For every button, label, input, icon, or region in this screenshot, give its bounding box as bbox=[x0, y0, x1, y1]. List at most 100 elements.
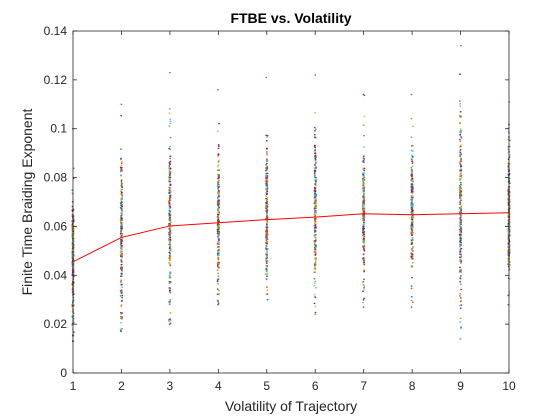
scatter-point bbox=[169, 146, 171, 148]
scatter-point bbox=[460, 164, 462, 167]
scatter-point bbox=[120, 182, 123, 184]
scatter-point bbox=[314, 220, 317, 223]
scatter-point bbox=[169, 245, 172, 247]
scatter-point bbox=[72, 321, 75, 323]
scatter-point bbox=[315, 162, 317, 164]
scatter-point bbox=[411, 265, 414, 267]
scatter-point bbox=[217, 237, 220, 239]
scatter-point bbox=[315, 176, 317, 179]
chart-title: FTBE vs. Volatility bbox=[230, 10, 351, 26]
x-tick-label: 3 bbox=[167, 379, 174, 393]
scatter-point bbox=[71, 235, 74, 237]
scatter-point bbox=[410, 166, 413, 169]
scatter-point bbox=[216, 265, 219, 268]
scatter-point bbox=[314, 241, 316, 244]
scatter-point bbox=[266, 167, 269, 169]
scatter-point bbox=[314, 204, 317, 207]
scatter-point bbox=[266, 185, 268, 187]
scatter-point bbox=[168, 186, 171, 189]
scatter-point bbox=[265, 202, 268, 205]
scatter-point bbox=[459, 150, 461, 152]
scatter-point bbox=[265, 253, 268, 256]
scatter-point bbox=[217, 201, 219, 204]
scatter-point bbox=[72, 248, 75, 250]
scatter-point bbox=[362, 297, 365, 299]
scatter-point bbox=[363, 94, 366, 97]
scatter-point bbox=[266, 233, 269, 236]
scatter-point bbox=[460, 228, 463, 231]
scatter-point bbox=[266, 208, 268, 210]
scatter-point bbox=[218, 179, 220, 181]
scatter-point bbox=[314, 190, 317, 193]
scatter-point bbox=[72, 167, 75, 169]
scatter-point bbox=[362, 232, 365, 234]
scatter-point bbox=[71, 205, 74, 208]
scatter-point bbox=[169, 318, 171, 320]
scatter-point bbox=[217, 266, 220, 269]
scatter-point bbox=[217, 218, 219, 221]
scatter-point bbox=[363, 182, 365, 185]
scatter-point bbox=[412, 209, 414, 212]
scatter-point bbox=[363, 172, 366, 174]
scatter-point bbox=[121, 205, 123, 208]
scatter-point bbox=[459, 225, 461, 228]
scatter-point bbox=[460, 219, 462, 221]
scatter-point bbox=[217, 212, 220, 214]
scatter-point bbox=[459, 134, 462, 136]
scatter-point bbox=[363, 249, 366, 251]
scatter-point bbox=[410, 206, 413, 209]
scatter-point bbox=[217, 185, 220, 188]
scatter-point bbox=[460, 160, 462, 163]
scatter-point bbox=[411, 204, 413, 206]
scatter-point bbox=[362, 185, 365, 187]
scatter-point bbox=[313, 134, 316, 136]
scatter-point bbox=[121, 294, 123, 297]
scatter-point bbox=[411, 186, 414, 188]
scatter-point bbox=[508, 156, 511, 158]
scatter-point bbox=[217, 213, 220, 216]
scatter-point bbox=[314, 305, 317, 307]
scatter-point bbox=[460, 270, 462, 273]
scatter-point bbox=[266, 197, 269, 199]
scatter-point bbox=[507, 162, 510, 165]
scatter-point bbox=[411, 237, 414, 239]
scatter-point bbox=[459, 235, 462, 238]
scatter-point bbox=[218, 202, 220, 204]
scatter-point bbox=[169, 204, 171, 206]
scatter-point bbox=[265, 245, 268, 247]
scatter-point bbox=[169, 195, 172, 197]
scatter-point bbox=[266, 159, 269, 162]
scatter-point bbox=[265, 166, 267, 169]
scatter-point bbox=[121, 250, 123, 252]
scatter-point bbox=[72, 318, 75, 320]
scatter-point bbox=[313, 187, 316, 189]
scatter-point bbox=[459, 210, 461, 213]
scatter-point bbox=[315, 214, 317, 216]
scatter-point bbox=[266, 222, 268, 224]
scatter-point bbox=[121, 312, 123, 314]
scatter-point bbox=[169, 163, 171, 165]
scatter-point bbox=[362, 283, 365, 286]
scatter-point bbox=[313, 243, 316, 246]
scatter-point bbox=[362, 229, 364, 231]
scatter-point bbox=[314, 280, 317, 283]
scatter-point bbox=[362, 210, 365, 212]
scatter-point bbox=[459, 249, 462, 251]
scatter-point bbox=[459, 194, 461, 197]
scatter-point bbox=[363, 201, 365, 203]
scatter-point bbox=[119, 206, 122, 209]
scatter-point bbox=[507, 247, 510, 249]
scatter-point bbox=[266, 181, 268, 184]
scatter-point bbox=[266, 168, 268, 171]
scatter-point bbox=[216, 288, 219, 290]
scatter-point bbox=[459, 149, 462, 151]
scatter-point bbox=[362, 214, 364, 216]
scatter-point bbox=[217, 177, 219, 180]
scatter-point bbox=[120, 218, 123, 220]
scatter-point bbox=[218, 293, 220, 295]
scatter-point bbox=[218, 198, 220, 201]
scatter-point bbox=[362, 225, 365, 228]
scatter-point bbox=[411, 249, 414, 251]
scatter-point bbox=[265, 261, 268, 263]
scatter-point bbox=[363, 250, 366, 252]
